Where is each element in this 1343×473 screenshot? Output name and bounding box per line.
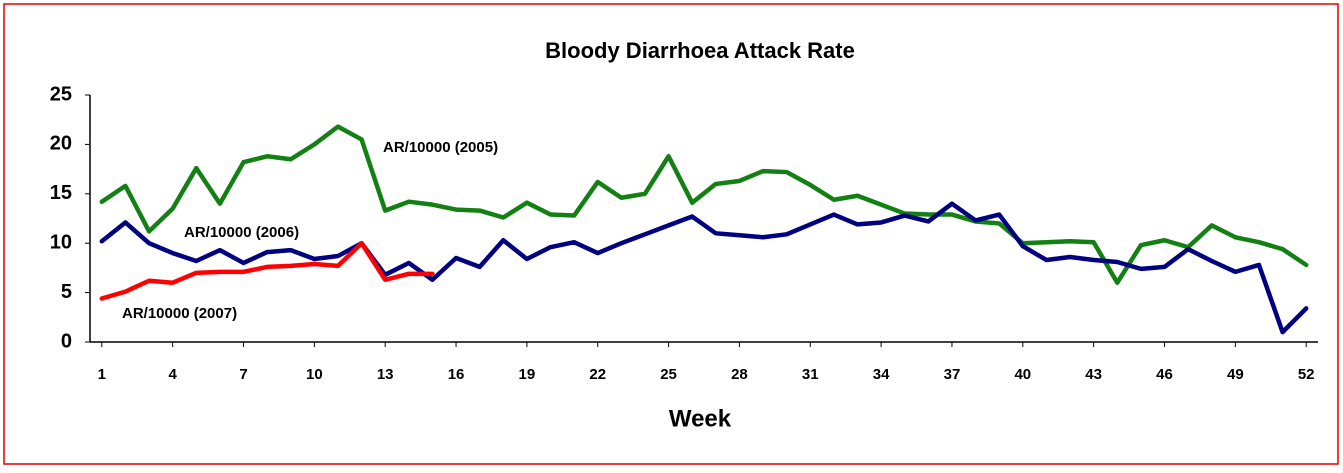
x-tick-label: 4 <box>168 366 177 383</box>
x-tick-label: 49 <box>1227 366 1244 383</box>
x-axis-label: Week <box>669 405 732 432</box>
series-label: AR/10000 (2006) <box>184 224 299 241</box>
series-line <box>99 201 1309 335</box>
x-tick-label: 7 <box>239 366 247 383</box>
x-tick-label: 40 <box>1014 366 1031 383</box>
chart-border <box>3 3 1339 465</box>
x-tick-label: 46 <box>1156 366 1173 383</box>
x-tick-label: 52 <box>1298 366 1315 383</box>
x-tick-label: 10 <box>306 366 323 383</box>
x-tick-label: 43 <box>1085 366 1102 383</box>
y-tick-label: 0 <box>61 330 72 352</box>
y-tick-label: 5 <box>61 281 72 303</box>
x-tick-label: 25 <box>660 366 677 383</box>
y-tick-label: 20 <box>50 133 72 155</box>
chart-title: Bloody Diarrhoea Attack Rate <box>545 38 855 63</box>
x-tick-label: 34 <box>873 366 890 383</box>
x-tick-label: 19 <box>519 366 536 383</box>
x-tick-label: 31 <box>802 366 819 383</box>
x-tick-label: 37 <box>944 366 961 383</box>
x-tick-label: 28 <box>731 366 748 383</box>
series-label: AR/10000 (2007) <box>122 305 237 322</box>
x-tick-label: 1 <box>98 366 106 383</box>
y-tick-label: 25 <box>50 83 72 105</box>
series-line <box>99 240 435 301</box>
x-tick-label: 13 <box>377 366 394 383</box>
x-tick-label: 22 <box>589 366 606 383</box>
x-tick-label: 16 <box>448 366 465 383</box>
y-tick-label: 10 <box>50 231 72 253</box>
series-label: AR/10000 (2005) <box>383 139 498 156</box>
y-tick-label: 15 <box>50 182 72 204</box>
